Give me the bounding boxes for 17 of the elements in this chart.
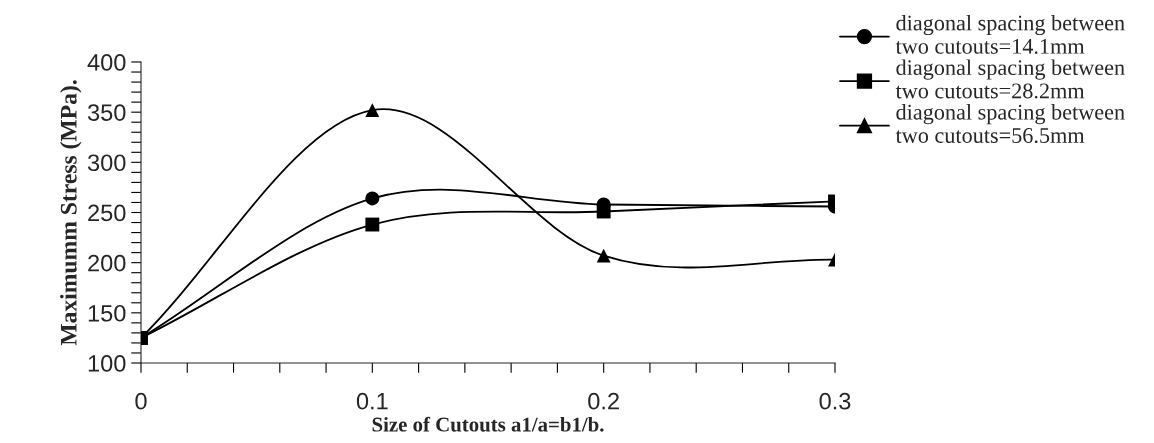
point	[365, 191, 380, 206]
y-tick-label: 250	[88, 204, 126, 222]
y-tick-label: 400	[87, 54, 126, 71]
y-axis-title: Maximumm Stress (MPa).	[60, 80, 82, 346]
y-tick-label: 150	[88, 304, 126, 322]
legend-label: diagonal spacing between two cutouts=56.5mm	[895, 104, 1125, 144]
point	[365, 217, 380, 232]
y-tick-label: 300	[87, 154, 126, 172]
x-tick-label: 0	[135, 392, 147, 410]
y-tick-label: 100	[88, 355, 126, 372]
y-tick-label: 350	[87, 104, 126, 121]
y-tick-label: 200	[88, 254, 126, 272]
x-tick-label: 0.3	[819, 392, 851, 410]
x-tick-label: 0.1	[356, 392, 388, 410]
x-axis-title: Size of Cutouts a1/a=b1/b.	[372, 416, 604, 432]
point	[596, 204, 611, 219]
x-tick-label: 0.2	[588, 392, 619, 410]
